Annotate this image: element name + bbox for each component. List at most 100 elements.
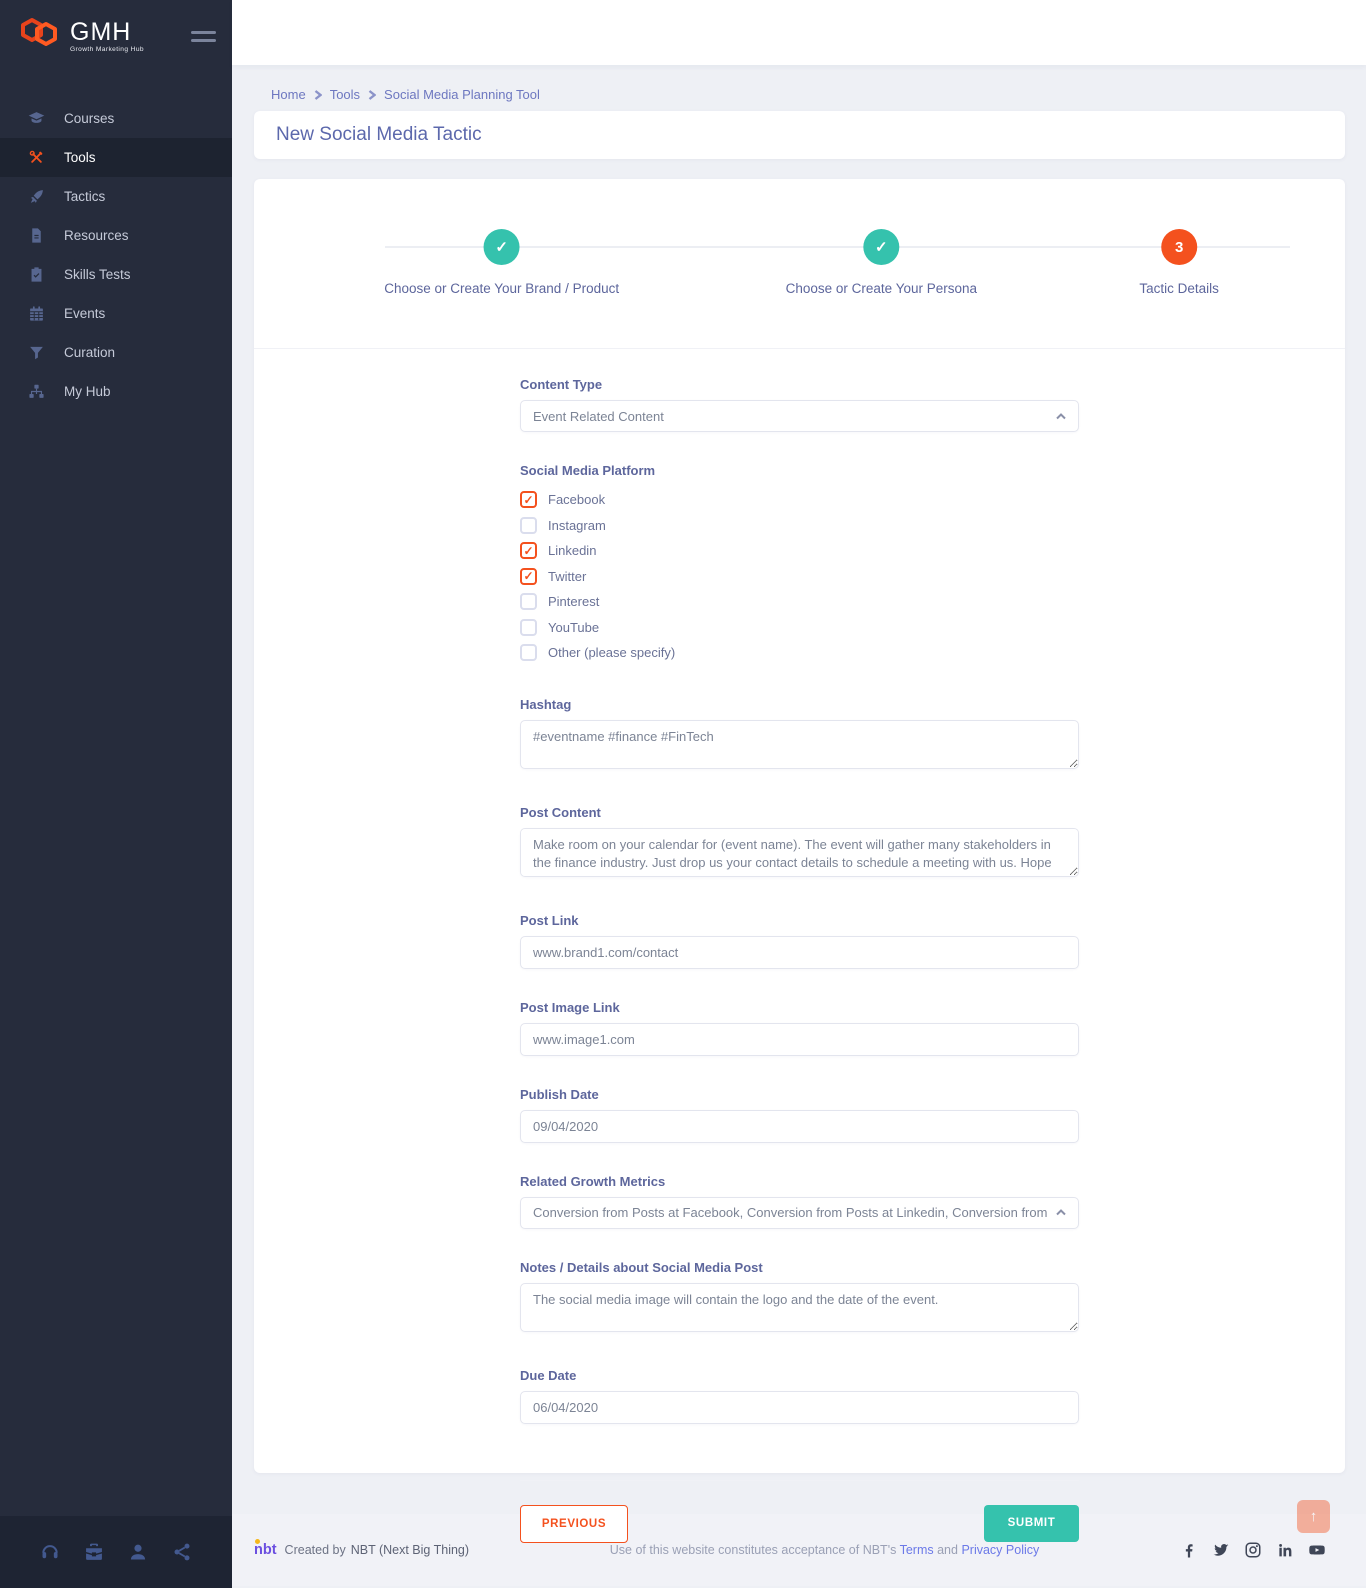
notes-label: Notes / Details about Social Media Post <box>520 1259 763 1275</box>
sidebar-item-courses[interactable]: Courses <box>0 99 232 138</box>
step-label: Tactic Details <box>1139 281 1219 296</box>
checkbox-icon[interactable] <box>520 516 537 534</box>
post-link-group: Post Link <box>520 913 1079 969</box>
tools-icon <box>27 148 46 167</box>
post-image-link-label: Post Image Link <box>520 999 620 1015</box>
user-icon[interactable] <box>128 1542 148 1562</box>
checkbox-icon[interactable] <box>520 567 537 585</box>
notes-input[interactable]: The social media image will contain the … <box>520 1282 1079 1332</box>
twitter-icon[interactable] <box>1212 1541 1230 1559</box>
divider <box>520 1479 1079 1481</box>
chevron-up-icon <box>1056 412 1066 420</box>
content-type-group: Content Type Event Related Content <box>520 377 1079 432</box>
post-content-label: Post Content <box>520 804 601 820</box>
publish-date-input[interactable] <box>520 1109 1079 1143</box>
instagram-icon[interactable] <box>1244 1541 1262 1559</box>
step-tactic-details[interactable]: 3 Tactic Details <box>1139 179 1219 296</box>
submit-button[interactable]: SUBMIT <box>984 1504 1079 1542</box>
main-area: Home Tools Social Media Planning Tool Ne… <box>232 0 1366 1588</box>
privacy-policy-link[interactable]: Privacy Policy <box>961 1543 1040 1557</box>
document-icon <box>27 226 46 245</box>
checkbox-youtube[interactable]: YouTube <box>520 615 1079 641</box>
scroll-to-top-button[interactable]: ↑ <box>1297 1500 1330 1533</box>
step-persona[interactable]: ✓ Choose or Create Your Persona <box>786 179 977 296</box>
checkbox-icon[interactable] <box>520 593 537 611</box>
post-content-input[interactable]: Make room on your calendar for (event na… <box>520 827 1079 877</box>
divider <box>254 348 1345 349</box>
terms-link[interactable]: Terms <box>899 1543 934 1557</box>
content-type-label: Content Type <box>520 377 603 392</box>
checkbox-instagram[interactable]: Instagram <box>520 513 1079 539</box>
sidebar-item-resources[interactable]: Resources <box>0 216 232 255</box>
checkbox-icon[interactable] <box>520 644 537 662</box>
chevron-right-icon <box>368 89 377 100</box>
sidebar-bottom-bar <box>0 1516 232 1588</box>
post-image-link-input[interactable] <box>520 1022 1079 1056</box>
step-number: 3 <box>1161 229 1198 265</box>
content-type-value: Event Related Content <box>533 408 664 424</box>
footer-credit: nbt Created by NBT (Next Big Thing) <box>254 1539 470 1558</box>
facebook-icon[interactable] <box>1180 1541 1198 1559</box>
notes-group: Notes / Details about Social Media Post … <box>520 1260 1079 1337</box>
growth-metrics-group: Related Growth Metrics Conversion from P… <box>520 1174 1079 1229</box>
filter-icon <box>27 343 46 362</box>
hashtag-input[interactable]: #eventname #finance #FinTech <box>520 719 1079 769</box>
top-bar <box>232 0 1366 65</box>
sidebar-item-label: Resources <box>64 228 129 243</box>
graduation-cap-icon <box>27 109 46 128</box>
chevron-right-icon <box>314 89 322 100</box>
platforms-group: Social Media Platform Facebook Instagram… <box>520 463 1079 666</box>
checkbox-icon[interactable] <box>520 542 537 560</box>
logo-tagline: Growth Marketing Hub <box>70 45 144 53</box>
breadcrumb-tools[interactable]: Tools <box>329 87 361 102</box>
sidebar-item-label: My Hub <box>64 384 111 399</box>
hashtag-group: Hashtag #eventname #finance #FinTech <box>520 697 1079 774</box>
share-icon[interactable] <box>172 1542 192 1562</box>
sidebar: GMH Growth Marketing Hub Courses Tools T… <box>0 0 232 1588</box>
sidebar-item-curation[interactable]: Curation <box>0 333 232 372</box>
hashtag-label: Hashtag <box>520 696 572 712</box>
sidebar-item-label: Tools <box>64 150 96 165</box>
breadcrumb-home[interactable]: Home <box>271 87 306 102</box>
previous-button[interactable]: PREVIOUS <box>520 1504 628 1543</box>
sidebar-item-label: Curation <box>64 345 116 360</box>
tactic-form: Content Type Event Related Content Socia… <box>520 349 1079 1543</box>
breadcrumb-current: Social Media Planning Tool <box>384 87 540 102</box>
footer-legal: Use of this website constitutes acceptan… <box>609 1543 1040 1557</box>
checkbox-icon[interactable] <box>520 618 537 636</box>
growth-metrics-select[interactable]: Conversion from Posts at Facebook, Conve… <box>520 1196 1079 1229</box>
growth-metrics-value: Conversion from Posts at Facebook, Conve… <box>533 1205 1048 1220</box>
briefcase-icon[interactable] <box>84 1542 104 1562</box>
checkbox-icon[interactable] <box>520 491 537 509</box>
publish-date-group: Publish Date <box>520 1087 1079 1143</box>
linkedin-icon[interactable] <box>1276 1541 1294 1559</box>
menu-toggle-icon[interactable] <box>189 20 218 53</box>
sidebar-item-label: Courses <box>64 111 115 126</box>
youtube-icon[interactable] <box>1308 1541 1326 1559</box>
platforms-label: Social Media Platform <box>520 463 656 478</box>
clipboard-check-icon <box>27 265 46 284</box>
headphones-icon[interactable] <box>40 1542 60 1562</box>
post-image-link-group: Post Image Link <box>520 1000 1079 1056</box>
sidebar-item-tools[interactable]: Tools <box>0 138 232 177</box>
sidebar-item-skills-tests[interactable]: Skills Tests <box>0 255 232 294</box>
logo-row: GMH Growth Marketing Hub <box>0 0 232 71</box>
step-brand-product[interactable]: ✓ Choose or Create Your Brand / Product <box>384 179 619 296</box>
footer-created-by: NBT (Next Big Thing) <box>350 1543 470 1557</box>
checkbox-other[interactable]: Other (please specify) <box>520 640 1079 666</box>
sidebar-item-events[interactable]: Events <box>0 294 232 333</box>
nbt-logo: nbt <box>254 1539 277 1558</box>
chevron-up-icon <box>1056 1209 1066 1216</box>
checkbox-facebook[interactable]: Facebook <box>520 487 1079 513</box>
footer: nbt Created by NBT (Next Big Thing) Use … <box>232 1514 1366 1586</box>
calendar-icon <box>27 304 46 323</box>
sidebar-item-tactics[interactable]: Tactics <box>0 177 232 216</box>
checkbox-pinterest[interactable]: Pinterest <box>520 589 1079 615</box>
breadcrumb: Home Tools Social Media Planning Tool <box>254 87 1345 102</box>
checkbox-twitter[interactable]: Twitter <box>520 564 1079 590</box>
due-date-input[interactable] <box>520 1390 1079 1424</box>
content-type-select[interactable]: Event Related Content <box>520 400 1079 432</box>
post-link-input[interactable] <box>520 935 1079 969</box>
sidebar-item-my-hub[interactable]: My Hub <box>0 372 232 411</box>
checkbox-linkedin[interactable]: Linkedin <box>520 538 1079 564</box>
